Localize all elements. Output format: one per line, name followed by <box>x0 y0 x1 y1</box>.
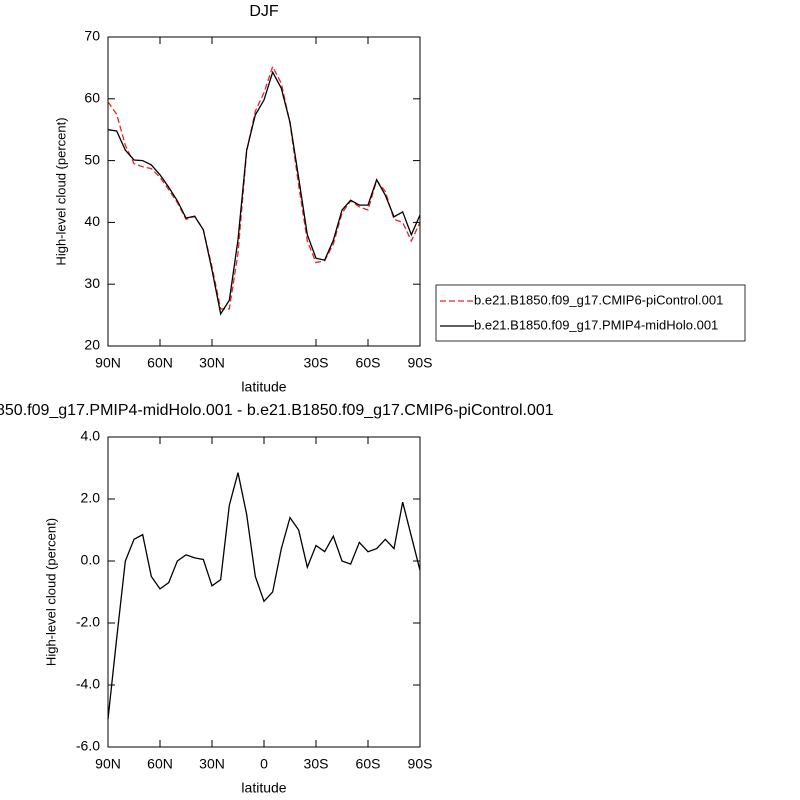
y-tick-label: 2.0 <box>81 490 101 506</box>
y-tick-label: -6.0 <box>76 738 100 754</box>
legend-label: b.e21.B1850.f09_g17.CMIP6-piControl.001 <box>474 292 723 307</box>
x-tick-label: 60N <box>147 355 173 371</box>
y-tick-label: 4.0 <box>81 428 101 444</box>
legend-box <box>435 284 746 342</box>
x-tick-label: 30N <box>199 355 225 371</box>
y-tick-label: 40 <box>84 213 100 229</box>
x-tick-label: 0 <box>260 756 268 772</box>
x-tick-label: 30S <box>304 756 329 772</box>
series-line <box>107 70 421 316</box>
y-axis-label: High-level cloud (percent) <box>53 117 68 265</box>
chart-title: 850.f09_g17.PMIP4-midHolo.001 - b.e21.B1… <box>0 402 554 419</box>
y-tick-label: -4.0 <box>76 676 100 692</box>
y-tick-label: -2.0 <box>76 614 100 630</box>
plot-frame <box>107 436 421 748</box>
x-axis-label: latitude <box>241 379 286 395</box>
series-line <box>107 64 421 310</box>
x-axis-label: latitude <box>241 780 286 796</box>
x-tick-label: 60S <box>356 355 381 371</box>
x-tick-label: 30S <box>304 355 329 371</box>
x-tick-label: 60N <box>147 756 173 772</box>
x-tick-label: 30N <box>199 756 225 772</box>
series-line <box>107 472 421 720</box>
y-tick-label: 60 <box>84 90 100 106</box>
y-axis-label: High-level cloud (percent) <box>43 518 58 666</box>
y-tick-label: 20 <box>84 337 100 353</box>
x-tick-label: 90S <box>408 756 433 772</box>
legend-label: b.e21.B1850.f09_g17.PMIP4-midHolo.001 <box>474 317 718 332</box>
y-tick-label: 0.0 <box>81 552 101 568</box>
x-tick-label: 90S <box>408 355 433 371</box>
x-tick-label: 60S <box>356 756 381 772</box>
x-tick-label: 90N <box>95 756 121 772</box>
chart-title: DJF <box>249 3 279 20</box>
plot-frame <box>107 36 421 347</box>
y-tick-label: 30 <box>84 275 100 291</box>
y-tick-label: 70 <box>84 28 100 44</box>
x-tick-label: 90N <box>95 355 121 371</box>
y-tick-label: 50 <box>84 151 100 167</box>
